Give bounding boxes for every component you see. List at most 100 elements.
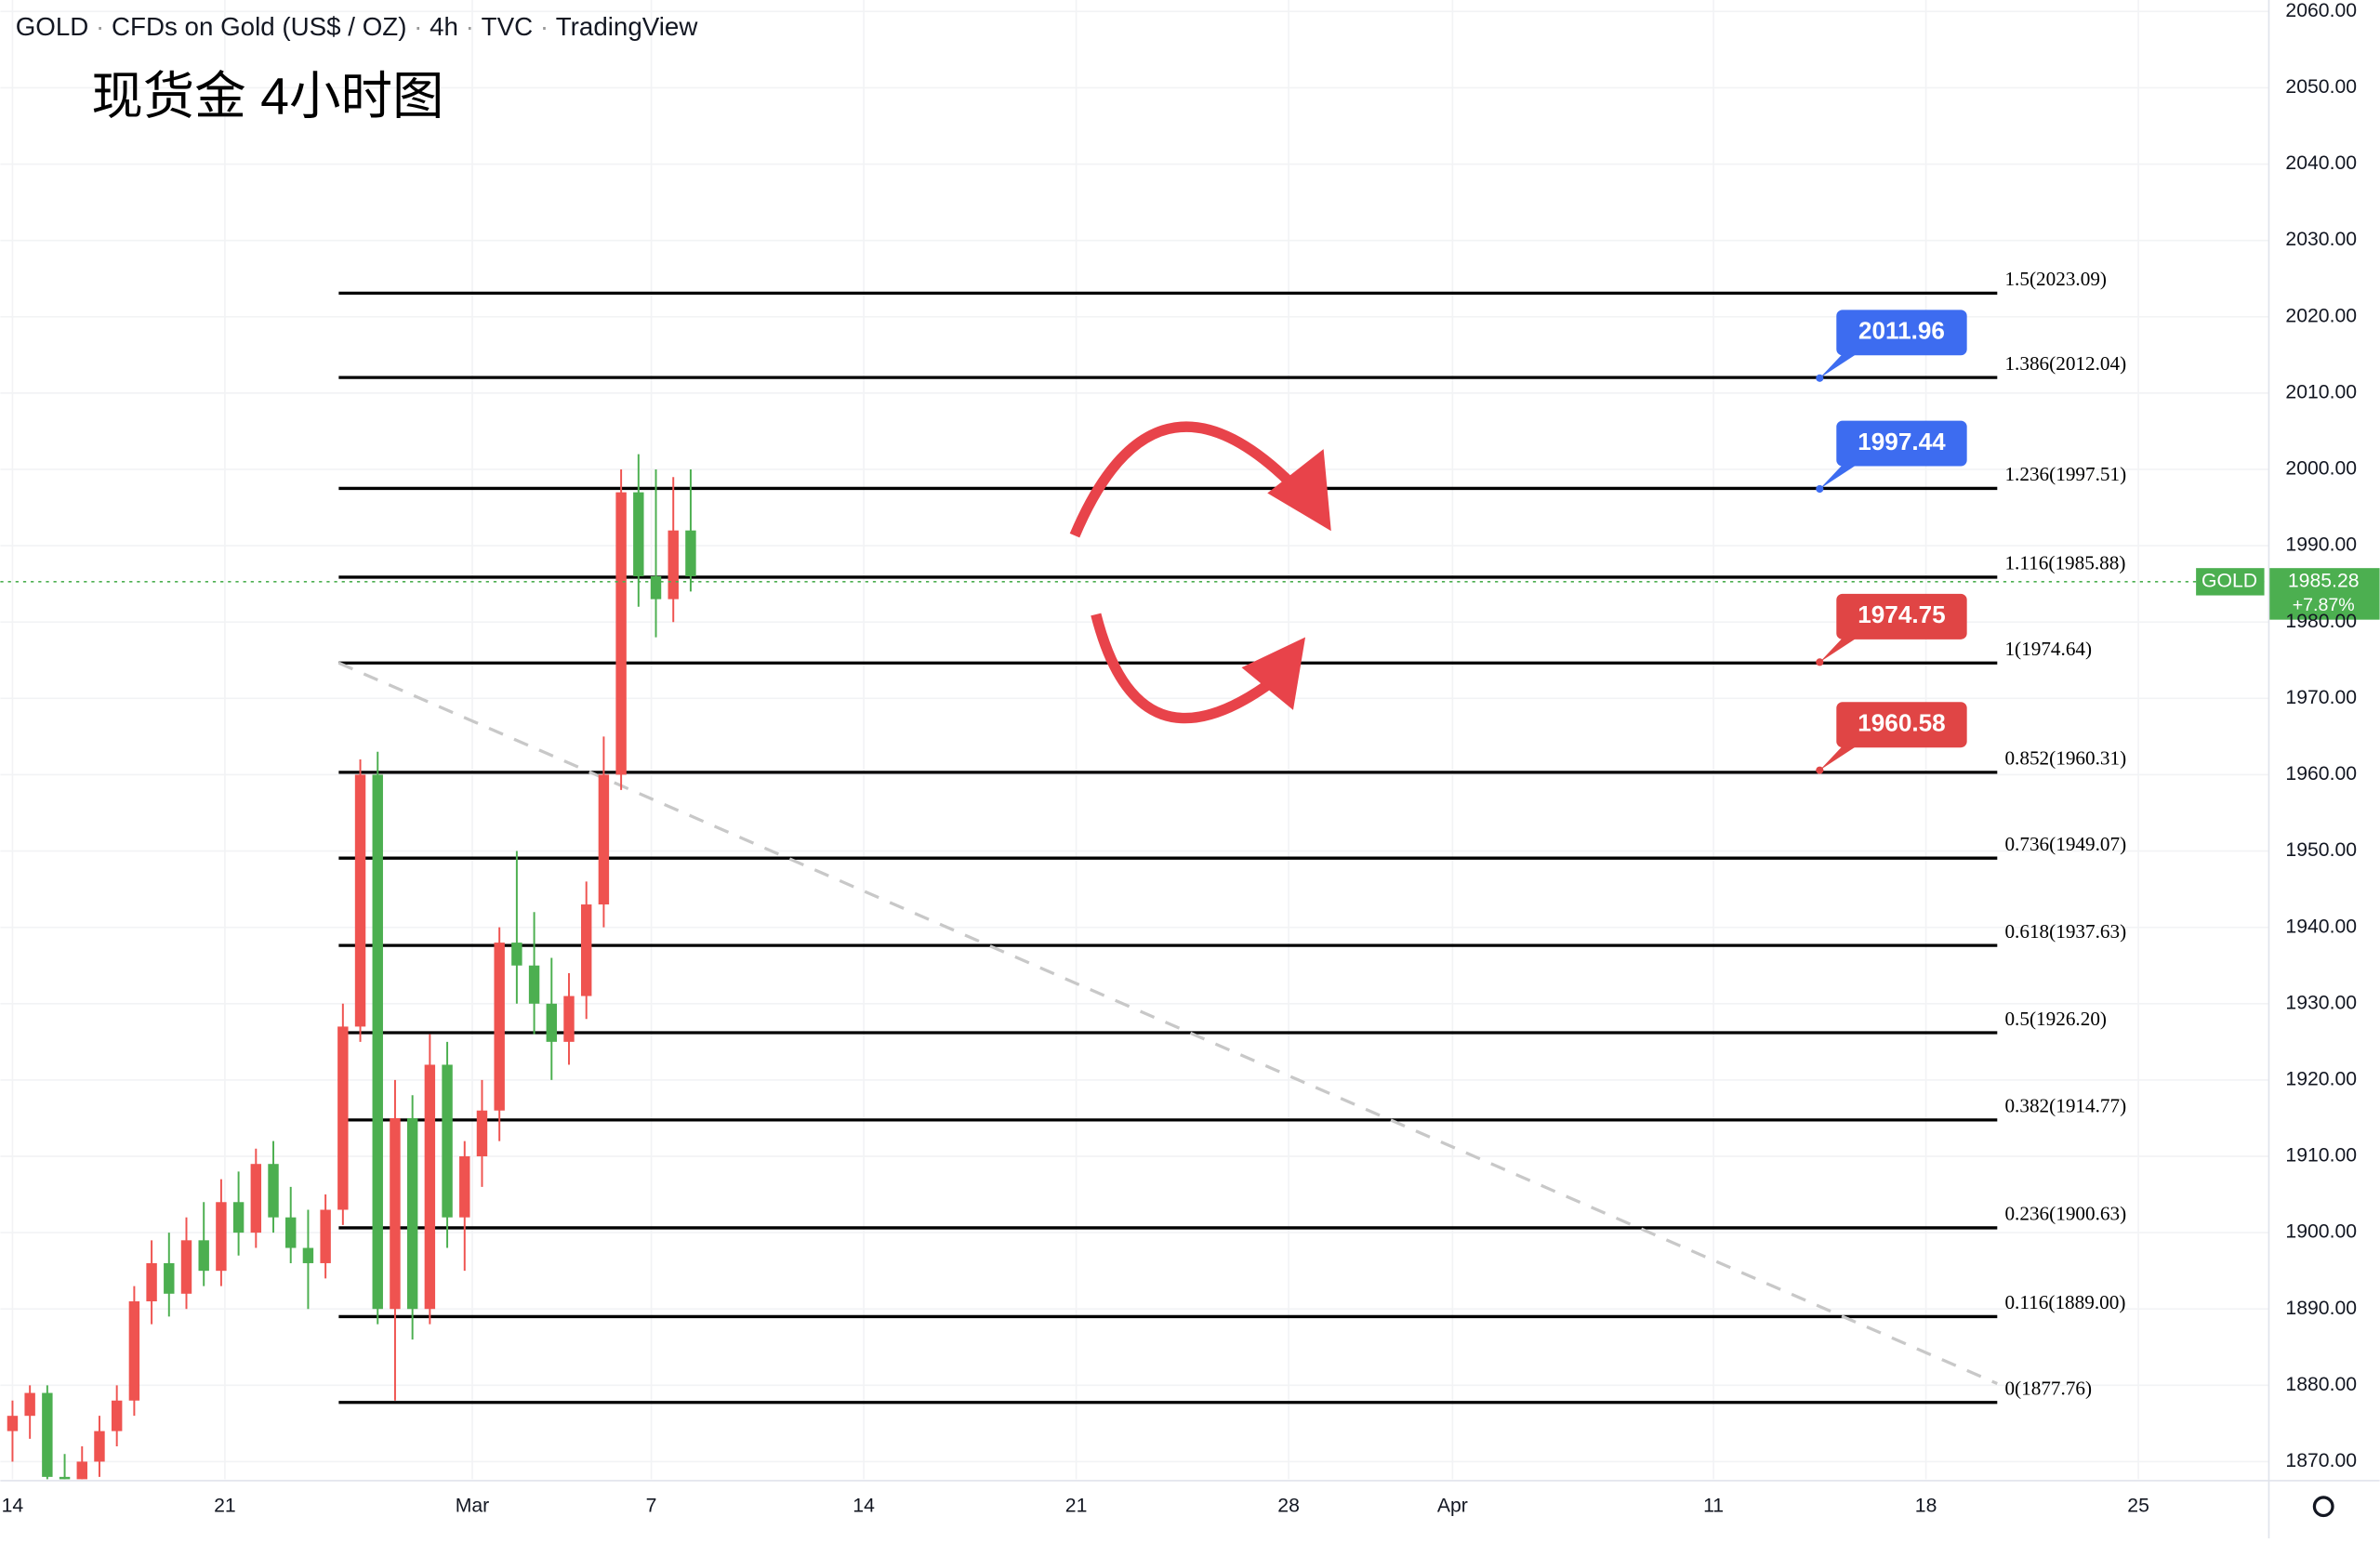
candle-body	[615, 492, 627, 775]
candle-body	[94, 1431, 105, 1462]
candle-body	[285, 1217, 297, 1248]
price-tag: 1960.58	[1816, 702, 1967, 774]
fib-label: 1.386(2012.04)	[2004, 352, 2126, 375]
arrow-head	[1267, 449, 1331, 532]
candle-body	[198, 1240, 209, 1272]
candle-body	[459, 1156, 470, 1218]
tag-box	[1836, 593, 1967, 640]
y-tick-label: 1940.00	[2285, 916, 2357, 937]
tag-box	[1836, 310, 1967, 356]
tag-pointer	[1819, 463, 1859, 490]
x-tick-label: 21	[1065, 1495, 1088, 1516]
candle-body	[24, 1392, 35, 1417]
fib-label: 0.116(1889.00)	[2004, 1291, 2125, 1313]
candle-body	[390, 1117, 401, 1310]
candle-body	[232, 1202, 245, 1233]
candle-body	[7, 1416, 19, 1431]
candle-body	[128, 1301, 140, 1401]
fib-label: 1.236(1997.51)	[2004, 463, 2126, 485]
tag-pointer	[1819, 744, 1859, 771]
y-tick-label: 1960.00	[2285, 763, 2357, 785]
tag-label: 1960.58	[1858, 709, 1945, 737]
candle-body	[164, 1262, 175, 1294]
symbol-tag	[2196, 568, 2265, 596]
candle-body	[146, 1262, 157, 1302]
fib-label: 0.736(1949.07)	[2004, 833, 2126, 855]
candle-body	[424, 1064, 436, 1310]
header: GOLD · CFDs on Gold (US$ / OZ) · 4h · TV…	[16, 12, 699, 41]
y-tick-label: 1910.00	[2285, 1145, 2357, 1167]
x-tick-label: 14	[853, 1495, 875, 1516]
candle-body	[320, 1209, 331, 1263]
y-tick-label: 1920.00	[2285, 1068, 2357, 1089]
price-tag-box	[2268, 568, 2380, 620]
candle-body	[563, 996, 575, 1042]
y-tick-label: 2030.00	[2285, 229, 2357, 250]
x-tick-label: 21	[214, 1495, 236, 1516]
candle-body	[111, 1400, 123, 1431]
price-tag: 1997.44	[1816, 420, 1967, 494]
y-tick-label: 1970.00	[2285, 687, 2357, 708]
candle-body	[528, 965, 540, 1004]
candle-body	[442, 1064, 453, 1218]
fib-label: 0.236(1900.63)	[2004, 1203, 2126, 1225]
candle-body	[685, 530, 696, 576]
x-tick-label: Apr	[1437, 1495, 1468, 1516]
arrows	[1069, 421, 1294, 724]
fib-label: 1.5(2023.09)	[2004, 268, 2107, 290]
candle-body	[268, 1164, 279, 1218]
tag-label: 2011.96	[1858, 317, 1945, 345]
y-tick-label: 2000.00	[2285, 458, 2357, 480]
settings-icon[interactable]	[2312, 1496, 2334, 1518]
y-tick-label: 2060.00	[2285, 0, 2357, 21]
fib-label: 0.618(1937.63)	[2004, 920, 2126, 943]
x-tick-label: Mar	[456, 1495, 490, 1516]
price-tag: 1974.75	[1816, 593, 1967, 666]
y-tick-label: 1870.00	[2285, 1450, 2357, 1471]
candle-body	[511, 943, 522, 966]
candle-body	[372, 774, 383, 1310]
y-tick-label: 1980.00	[2285, 611, 2357, 632]
tag-label: 1997.44	[1858, 428, 1946, 455]
current-price: 1985.28	[2288, 570, 2360, 591]
candle-body	[354, 774, 366, 1027]
trend-line	[337, 661, 1998, 1386]
arrow-head	[1241, 637, 1306, 710]
current-change: +7.87%	[2293, 595, 2355, 615]
candle-body	[406, 1117, 418, 1310]
x-tick-label: 18	[1915, 1495, 1937, 1516]
tag-pointer	[1819, 636, 1859, 663]
candle-body	[59, 1476, 71, 1480]
y-tick-label: 2050.00	[2285, 76, 2357, 98]
tag-box	[1836, 420, 1967, 467]
y-tick-label: 2020.00	[2285, 305, 2357, 326]
candle-body	[337, 1026, 349, 1210]
y-tick-label: 2010.00	[2285, 381, 2357, 402]
y-tick-label: 1880.00	[2285, 1374, 2357, 1395]
y-tick-label: 1900.00	[2285, 1221, 2357, 1243]
y-tick-label: 1890.00	[2285, 1298, 2357, 1319]
fib-label: 0(1877.76)	[2004, 1378, 2092, 1400]
chart-title: 现货金 4小时图	[91, 67, 443, 125]
candle-body	[76, 1461, 87, 1480]
candle-body	[546, 1003, 558, 1042]
x-tick-label: 7	[646, 1495, 657, 1516]
x-tick-label: 14	[2, 1495, 24, 1516]
candle-body	[650, 575, 662, 600]
candle-body	[668, 530, 679, 600]
tag-pointer	[1819, 352, 1859, 378]
fib-label: 1(1974.64)	[2004, 638, 2092, 660]
fib-label: 1.116(1985.88)	[2004, 552, 2125, 574]
y-tick-label: 1930.00	[2285, 992, 2357, 1013]
candle-body	[302, 1247, 314, 1263]
fib-label: 0.5(1926.20)	[2004, 1008, 2107, 1030]
tag-label: 1974.75	[1858, 600, 1945, 628]
tag-box	[1836, 702, 1967, 748]
y-tick-label: 2040.00	[2285, 152, 2357, 174]
candle-body	[250, 1164, 262, 1233]
candle-body	[42, 1392, 53, 1477]
candle-body	[633, 492, 644, 576]
candle-body	[580, 904, 592, 996]
x-tick-label: 25	[2127, 1495, 2149, 1516]
